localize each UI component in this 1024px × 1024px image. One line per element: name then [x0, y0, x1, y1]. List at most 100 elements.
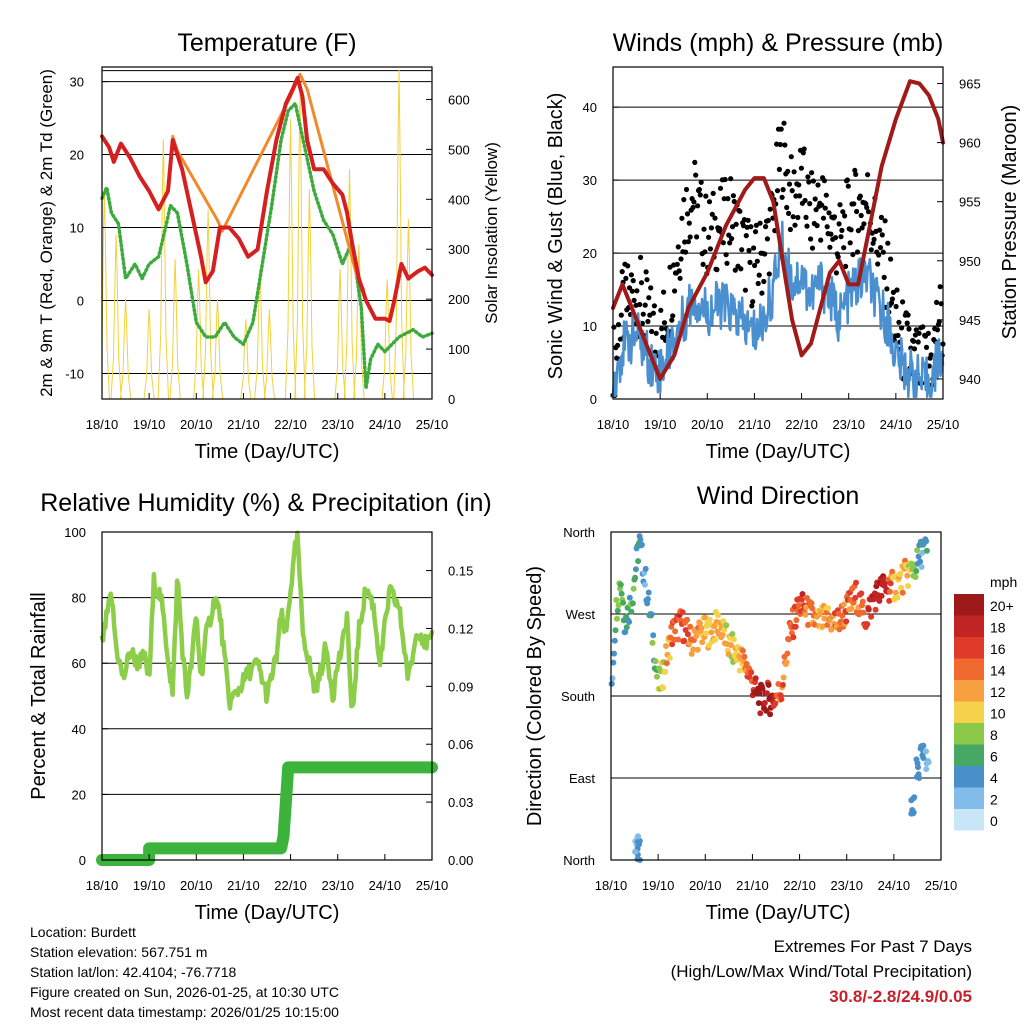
direction-point [632, 574, 639, 581]
direction-point [641, 581, 648, 588]
direction-point [729, 631, 736, 637]
legend-swatch [954, 637, 984, 659]
gust-point [854, 208, 860, 215]
humidity-ylabel: Percent & Total Rainfall [28, 592, 50, 800]
direction-point [694, 646, 701, 653]
direction-point [618, 590, 625, 597]
gust-point [709, 211, 715, 217]
y-tick-label: South [561, 689, 595, 704]
gust-point [809, 245, 816, 251]
gust-point [837, 202, 843, 208]
gust-point [821, 178, 828, 184]
gust-point [763, 224, 769, 230]
x-tick-label: 25/10 [416, 878, 449, 893]
x-tick-label: 21/10 [736, 878, 769, 893]
gust-point [838, 234, 844, 240]
gust-point [778, 126, 784, 132]
gust-point [818, 237, 824, 243]
direction-point [626, 594, 633, 601]
x-tick-label: 22/10 [274, 878, 307, 893]
gust-point [904, 320, 910, 326]
gust-point [801, 146, 807, 152]
direction-point [748, 669, 755, 676]
gust-point [691, 199, 697, 205]
gust-point [915, 339, 921, 345]
direction-point [918, 743, 925, 750]
direction-point [614, 615, 620, 622]
direction-point [644, 596, 651, 602]
gust-point [864, 204, 870, 211]
gust-point [634, 288, 640, 294]
extremes-subheading: (High/Low/Max Wind/Total Precipitation) [670, 962, 972, 981]
direction-point [687, 623, 694, 630]
temperature-ticks: 18/10 19/10 20/10 21/10 22/10 23/10 24/10 25/10… [65, 75, 470, 432]
direction-point [608, 680, 615, 687]
y2-tick-label: 960 [959, 136, 981, 151]
direction-point [843, 618, 850, 625]
y-tick-label: 20 [583, 246, 597, 261]
solar-insolation-spike [343, 169, 356, 400]
gust-point [806, 179, 812, 185]
temperature-ylabel: 2m & 9m T (Red, Orange) & 2m Td (Green) [37, 69, 56, 397]
gust-point [793, 193, 799, 199]
direction-point [795, 602, 802, 609]
gust-point [880, 249, 886, 255]
gust-point [879, 232, 885, 238]
direction-point [905, 583, 911, 589]
y2-tick-label: 965 [959, 77, 981, 92]
direction-point [712, 636, 718, 643]
gust-point [804, 223, 810, 229]
gust-point [797, 193, 803, 199]
direction-point [623, 624, 630, 631]
y2-tick-label: 955 [959, 195, 981, 210]
direction-point [785, 636, 792, 643]
gust-point [822, 205, 828, 211]
wind-direction-title: Wind Direction [697, 482, 860, 510]
direction-point [919, 549, 926, 556]
direction-point [923, 547, 930, 554]
direction-point [802, 611, 809, 618]
x-tick-label: 24/10 [369, 878, 402, 893]
gust-point [786, 181, 793, 187]
t2m-line [100, 75, 434, 323]
gust-point [805, 174, 811, 180]
direction-point [892, 589, 899, 596]
gust-point [729, 236, 735, 242]
gust-point [857, 193, 863, 199]
gust-point [839, 227, 845, 233]
gust-point [888, 300, 895, 306]
gust-point [836, 221, 842, 227]
direction-point [699, 639, 706, 646]
legend-swatch [954, 594, 984, 616]
winds-xlabel: Time (Day/UTC) [706, 441, 851, 463]
x-tick-label: 25/10 [925, 878, 958, 893]
direction-point [790, 634, 797, 641]
legend-swatch [954, 658, 984, 680]
gust-point [923, 344, 930, 350]
direction-point [761, 700, 768, 706]
legend-swatch [954, 615, 984, 637]
y2-tick-label: 0 [448, 392, 455, 407]
gust-point [739, 247, 745, 253]
y-tick-label: 10 [583, 319, 597, 334]
gust-point [615, 342, 621, 348]
solar-insolation-spike [240, 319, 252, 400]
y2-tick-label: 0.12 [448, 621, 473, 636]
direction-point [649, 639, 656, 646]
y-tick-label: 100 [64, 525, 86, 540]
direction-point [898, 584, 905, 591]
direction-point [876, 597, 883, 604]
direction-point [755, 700, 762, 707]
panel-winds: Winds (mph) & Pressure (mb) 18/10 19/10 20… [545, 29, 1021, 463]
solar-insolation-spike [101, 189, 110, 400]
direction-point [886, 588, 893, 595]
y2-tick-label: 0.03 [448, 795, 473, 810]
direction-point [654, 673, 660, 680]
gust-point [792, 222, 798, 228]
gust-point [645, 318, 651, 325]
direction-point [723, 622, 730, 629]
gust-point [831, 214, 838, 220]
direction-point [632, 566, 639, 573]
gust-point [743, 233, 749, 239]
direction-point [637, 536, 644, 543]
